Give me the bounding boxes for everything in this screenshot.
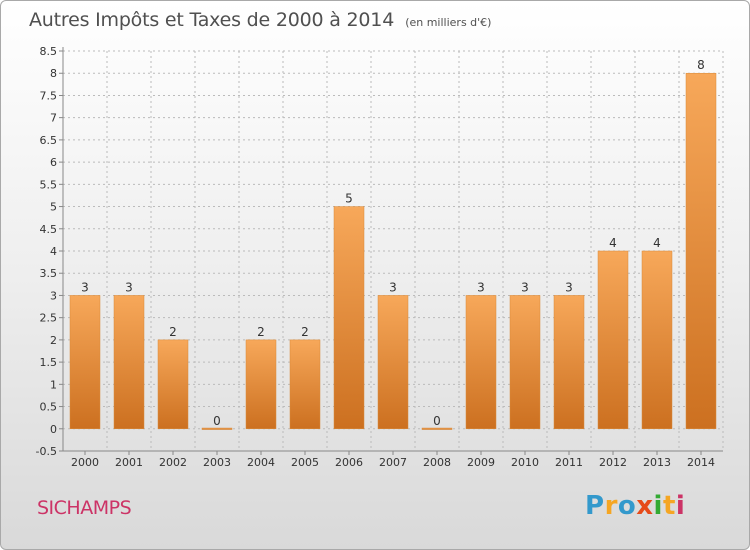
bar-2008	[421, 427, 453, 430]
bar-2013	[641, 250, 673, 430]
commune-name: SICHAMPS	[37, 497, 132, 519]
value-label: 3	[81, 280, 89, 294]
y-tick-label: 8.5	[40, 45, 58, 58]
y-tick-label: 6	[50, 156, 57, 169]
value-label: 5	[345, 192, 353, 206]
value-label: 0	[433, 414, 441, 428]
y-tick-label: 3	[50, 289, 57, 302]
value-label: 4	[653, 236, 661, 250]
chart-unit: (en milliers d'€)	[405, 16, 492, 29]
bar-2012	[597, 250, 629, 430]
y-tick-label: 5.5	[40, 178, 58, 191]
y-tick-label: 7	[50, 112, 57, 125]
bar-2005	[289, 339, 321, 430]
value-label: 2	[169, 325, 177, 339]
x-tick-label: 2004	[247, 456, 275, 469]
bar-2003	[201, 427, 233, 430]
value-label: 3	[477, 280, 485, 294]
y-tick-label: 0	[50, 423, 57, 436]
y-tick-label: 1.5	[40, 356, 58, 369]
title-row: Autres Impôts et Taxes de 2000 à 2014 (e…	[29, 9, 491, 31]
y-tick-label: 5	[50, 201, 57, 214]
x-tick-label: 2010	[511, 456, 539, 469]
bar-2014	[685, 72, 717, 430]
value-label: 3	[389, 280, 397, 294]
value-label: 8	[697, 58, 705, 72]
y-tick-label: 7.5	[40, 89, 58, 102]
x-tick-label: 2012	[599, 456, 627, 469]
x-tick-label: 2003	[203, 456, 231, 469]
bar-2011	[553, 295, 585, 430]
y-tick-label: 6.5	[40, 134, 58, 147]
bar-2001	[113, 295, 145, 430]
label-layer: -0.5 0 0.5 1 1.5 2 2.5 3 3.5 4 4.5 5 5.5 6 6.5 7 7.5 8 8.5…	[36, 45, 715, 469]
bar-2009	[465, 295, 497, 430]
y-tick-label: 2.5	[40, 312, 58, 325]
x-tick-label: 2009	[467, 456, 495, 469]
chart-title: Autres Impôts et Taxes de 2000 à 2014	[29, 9, 395, 31]
y-tick-label: 8	[50, 67, 57, 80]
x-tick-label: 2006	[335, 456, 363, 469]
value-label: 2	[301, 325, 309, 339]
value-label: 3	[125, 280, 133, 294]
x-tick-label: 2014	[687, 456, 715, 469]
bar-2000	[69, 295, 101, 430]
proxiti-logo: Proxiti	[585, 491, 686, 521]
y-tick-label: 4.5	[40, 223, 58, 236]
x-tick-label: 2013	[643, 456, 671, 469]
x-tick-label: 2005	[291, 456, 319, 469]
x-tick-label: 2000	[71, 456, 99, 469]
y-tick-label: 4	[50, 245, 57, 258]
bar-2002	[157, 339, 189, 430]
value-label: 3	[565, 280, 573, 294]
y-tick-label: 2	[50, 334, 57, 347]
bar-2007	[377, 295, 409, 430]
y-tick-label: -0.5	[36, 445, 57, 458]
y-tick-label: 1	[50, 378, 57, 391]
x-tick-label: 2001	[115, 456, 143, 469]
value-label: 2	[257, 325, 265, 339]
y-tick-label: 0.5	[40, 401, 58, 414]
x-tick-label: 2007	[379, 456, 407, 469]
bar-layer	[69, 72, 717, 430]
y-tick-label: 3.5	[40, 267, 58, 280]
x-tick-label: 2002	[159, 456, 187, 469]
bar-2004	[245, 339, 277, 430]
value-label: 4	[609, 236, 617, 250]
bar-2010	[509, 295, 541, 430]
bar-2006	[333, 206, 365, 430]
value-label: 0	[213, 414, 221, 428]
value-label: 3	[521, 280, 529, 294]
x-tick-label: 2011	[555, 456, 583, 469]
x-tick-label: 2008	[423, 456, 451, 469]
